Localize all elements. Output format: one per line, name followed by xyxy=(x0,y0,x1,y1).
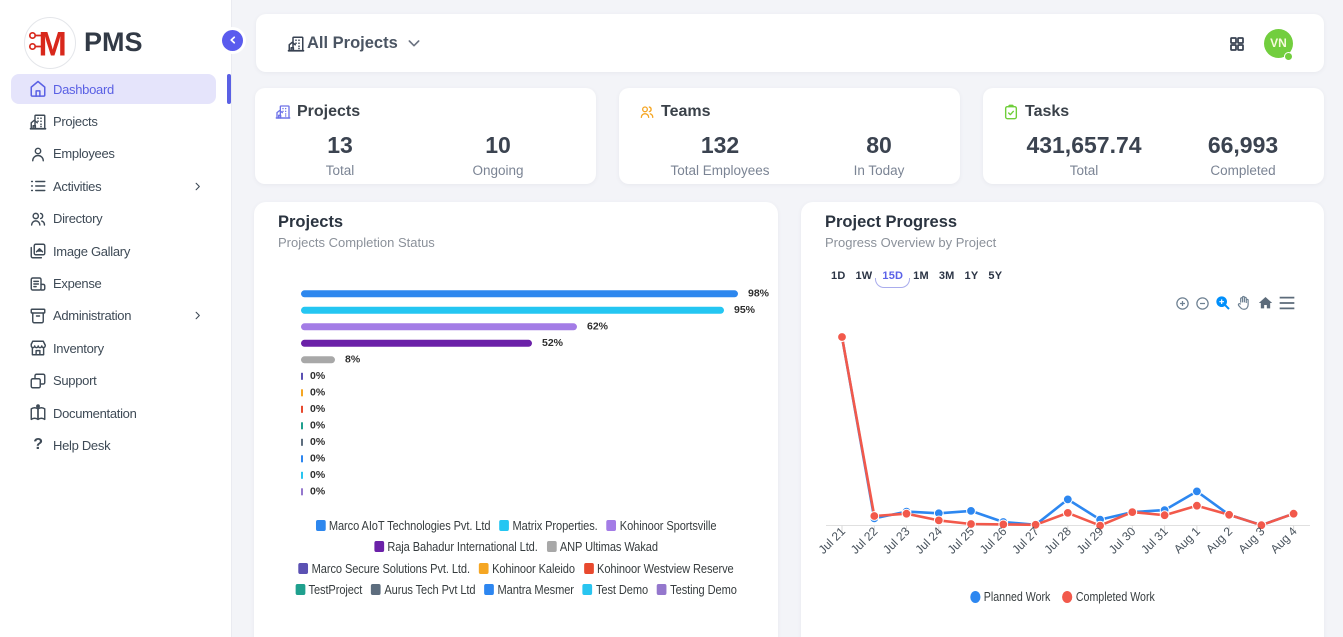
svg-text:62%: 62% xyxy=(587,321,609,333)
svg-text:0%: 0% xyxy=(310,420,326,432)
svg-text:M: M xyxy=(39,26,67,64)
svg-text:0%: 0% xyxy=(310,403,326,415)
svg-text:95%: 95% xyxy=(734,304,756,316)
svg-text:Jul 25: Jul 25 xyxy=(945,524,978,557)
svg-text:Jul 22: Jul 22 xyxy=(848,524,881,557)
svg-text:0%: 0% xyxy=(310,387,326,399)
svg-text:Jul 23: Jul 23 xyxy=(880,524,913,557)
svg-text:Aug 1: Aug 1 xyxy=(1171,524,1203,556)
svg-text:52%: 52% xyxy=(542,337,564,349)
svg-text:0%: 0% xyxy=(310,370,326,382)
svg-text:0%: 0% xyxy=(310,436,326,448)
svg-text:0%: 0% xyxy=(310,453,326,465)
svg-text:Jul 28: Jul 28 xyxy=(1041,524,1074,557)
svg-text:Jul 21: Jul 21 xyxy=(816,524,849,557)
svg-text:0%: 0% xyxy=(310,469,326,481)
svg-text:Aug 4: Aug 4 xyxy=(1268,524,1300,556)
svg-text:0%: 0% xyxy=(310,486,326,498)
svg-text:Jul 30: Jul 30 xyxy=(1106,524,1139,557)
svg-text:Aug 2: Aug 2 xyxy=(1203,524,1235,556)
svg-text:8%: 8% xyxy=(345,354,361,366)
svg-text:Jul 24: Jul 24 xyxy=(912,524,945,557)
svg-text:Jul 31: Jul 31 xyxy=(1138,524,1171,557)
svg-text:98%: 98% xyxy=(748,288,770,300)
